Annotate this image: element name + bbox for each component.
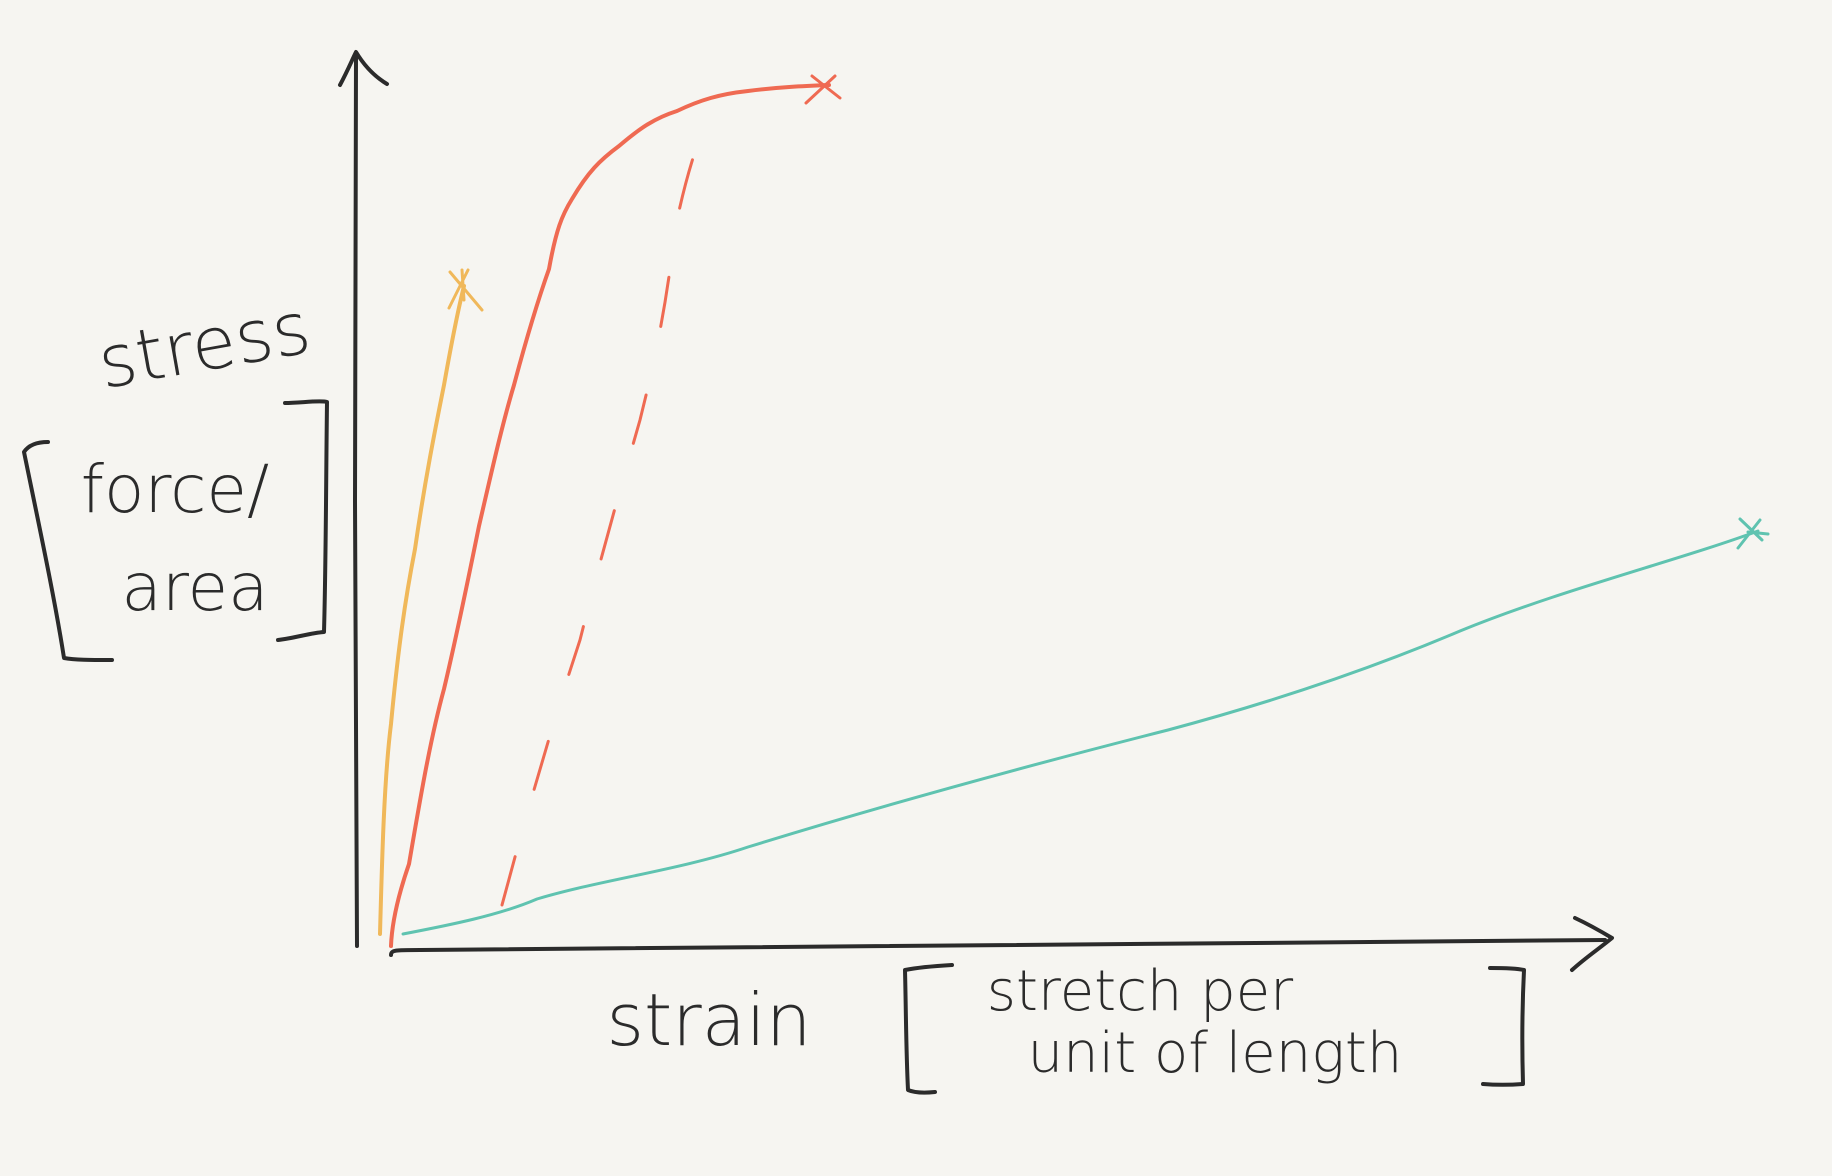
y-bracket-right xyxy=(276,399,329,642)
y-axis xyxy=(352,53,359,948)
y-bracket-left xyxy=(22,440,114,662)
x-axis xyxy=(389,938,1607,957)
brittle-fracture-mark xyxy=(447,268,484,312)
x-unit-line: stretch per xyxy=(987,959,1293,1024)
y-unit-line: force/ xyxy=(81,451,269,528)
x-bracket-left xyxy=(903,963,954,1095)
ductile-curve xyxy=(389,83,831,948)
y-axis-arrow xyxy=(338,50,389,87)
x-unit-line: unit of length xyxy=(1028,1021,1403,1086)
x-bracket-right xyxy=(1481,966,1526,1087)
elastic-curve xyxy=(401,529,1760,936)
x-label: strain xyxy=(606,978,811,1062)
y-unit-line: area xyxy=(121,549,268,626)
elastic-fracture-mark xyxy=(1736,517,1770,550)
x-axis-arrow xyxy=(1570,916,1614,972)
ductile-fracture-mark xyxy=(804,74,842,105)
brittle-curve xyxy=(378,284,466,936)
